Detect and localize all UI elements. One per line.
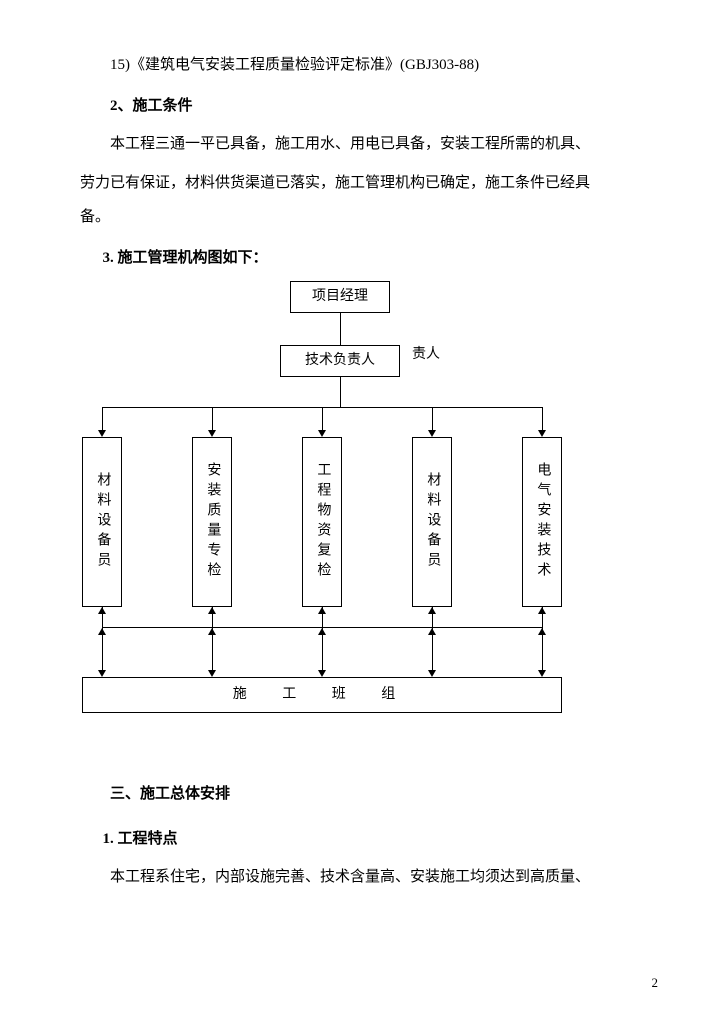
arrow-up-icon bbox=[318, 607, 326, 614]
arrow-down-icon bbox=[208, 670, 216, 677]
arrow-down-icon bbox=[98, 670, 106, 677]
arrow-down-icon bbox=[428, 430, 436, 437]
arrow-down-icon bbox=[538, 430, 546, 437]
arrow-up-icon bbox=[318, 628, 326, 635]
arrow-up-icon bbox=[98, 628, 106, 635]
arrow-down-icon bbox=[318, 430, 326, 437]
org-col-1: 安装质量专检 bbox=[192, 437, 232, 607]
heading-3: 3. 施工管理机构图如下： bbox=[80, 241, 656, 276]
para-2c: 备。 bbox=[80, 200, 656, 235]
arrow-down-icon bbox=[98, 430, 106, 437]
arrow-down-icon bbox=[538, 670, 546, 677]
arrow-up-icon bbox=[208, 607, 216, 614]
connector-line bbox=[542, 407, 543, 431]
side-label: 责人 bbox=[412, 347, 440, 364]
heading-2: 2、施工条件 bbox=[80, 89, 656, 124]
arrow-up-icon bbox=[538, 628, 546, 635]
arrow-up-icon bbox=[428, 628, 436, 635]
page-number: 2 bbox=[652, 968, 659, 998]
connector-line bbox=[102, 407, 103, 431]
org-col-3: 材料设备员 bbox=[412, 437, 452, 607]
org-col-0: 材料设备员 bbox=[82, 437, 122, 607]
para-3: 本工程系住宅，内部设施完善、技术含量高、安装施工均须达到高质量、 bbox=[80, 860, 656, 895]
connector-line bbox=[340, 377, 341, 407]
arrow-down-icon bbox=[428, 670, 436, 677]
heading-sec3: 三、施工总体安排 bbox=[80, 777, 656, 812]
arrow-down-icon bbox=[318, 670, 326, 677]
org-chart: 项目经理技术负责人责人材料设备员 安装质量专检 工程物资复检 材料设备员 电气安装技术施… bbox=[80, 279, 640, 759]
arrow-down-icon bbox=[208, 430, 216, 437]
connector-line bbox=[340, 313, 341, 345]
connector-line bbox=[322, 407, 323, 431]
arrow-up-icon bbox=[208, 628, 216, 635]
arrow-up-icon bbox=[98, 607, 106, 614]
org-bottom-box: 施 工 班 组 bbox=[82, 677, 562, 713]
para-15: 15)《建筑电气安装工程质量检验评定标准》(GBJ303-88) bbox=[80, 48, 656, 83]
org-col-2: 工程物资复检 bbox=[302, 437, 342, 607]
para-2a: 本工程三通一平已具备，施工用水、用电已具备，安装工程所需的机具、 bbox=[80, 127, 656, 162]
org-col-4: 电气安装技术 bbox=[522, 437, 562, 607]
connector-line bbox=[432, 407, 433, 431]
para-2b: 劳力已有保证，材料供货渠道已落实，施工管理机构已确定，施工条件已经具 bbox=[80, 166, 656, 201]
org-top-box: 项目经理 bbox=[290, 281, 390, 313]
heading-sec31: 1. 工程特点 bbox=[80, 822, 656, 857]
arrow-up-icon bbox=[538, 607, 546, 614]
arrow-up-icon bbox=[428, 607, 436, 614]
org-mid-box: 技术负责人 bbox=[280, 345, 400, 377]
connector-line bbox=[212, 407, 213, 431]
